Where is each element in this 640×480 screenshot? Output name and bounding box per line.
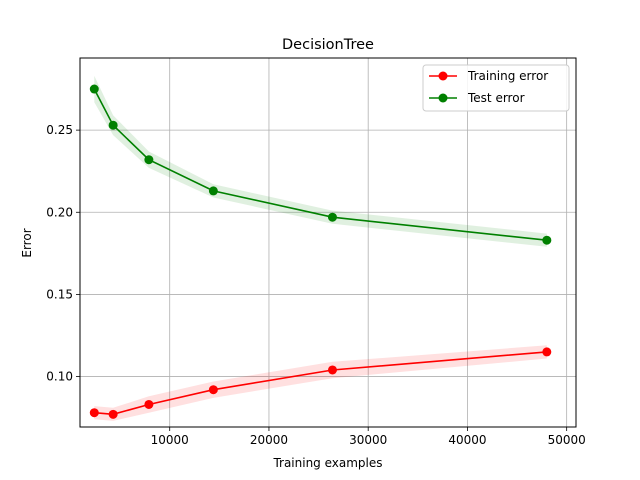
x-tick-label: 50000 (548, 433, 586, 447)
legend-frame (422, 64, 570, 112)
series-1-point (89, 84, 99, 94)
series-1-line (93, 88, 547, 241)
x-tick-label: 30000 (349, 433, 387, 447)
series-1-point (144, 155, 154, 165)
y-tick-label: 0.15 (46, 287, 73, 301)
x-tick-label: 10000 (151, 433, 189, 447)
series-0-point (208, 385, 218, 395)
series-1-point (208, 186, 218, 196)
plot-frame (79, 57, 577, 428)
legend-label: Test error (467, 91, 525, 105)
legend-label: Training error (467, 69, 548, 83)
legend-swatch-marker (438, 71, 448, 81)
series-0-point (89, 408, 99, 418)
x-axis-label: Training examples (272, 456, 382, 470)
x-tick-label: 40000 (448, 433, 486, 447)
series-1-point (108, 120, 118, 130)
series-lines (89, 84, 552, 419)
confidence-bands (94, 75, 547, 421)
series-0-point (108, 409, 118, 419)
y-tick-label: 0.20 (46, 205, 73, 219)
legend-swatch-marker (438, 93, 448, 103)
series-0-band (94, 345, 547, 421)
y-tick-label: 0.10 (46, 370, 73, 384)
axes: 10000 20000 30000 40000 50000 0.10 0.15 0.20 0.2… (46, 123, 585, 447)
chart-title: DecisionTree (282, 37, 374, 53)
series-1-point (327, 212, 337, 222)
series-0-point (327, 365, 337, 375)
series-1-point (542, 235, 552, 245)
grid (80, 58, 576, 427)
y-axis-label: Error (20, 228, 34, 257)
y-tick-label: 0.25 (46, 123, 73, 137)
legend: Training error Test error (422, 64, 570, 112)
series-1-band (94, 75, 547, 247)
series-0-point (144, 399, 154, 409)
series-0-point (542, 347, 552, 357)
x-tick-label: 20000 (250, 433, 288, 447)
